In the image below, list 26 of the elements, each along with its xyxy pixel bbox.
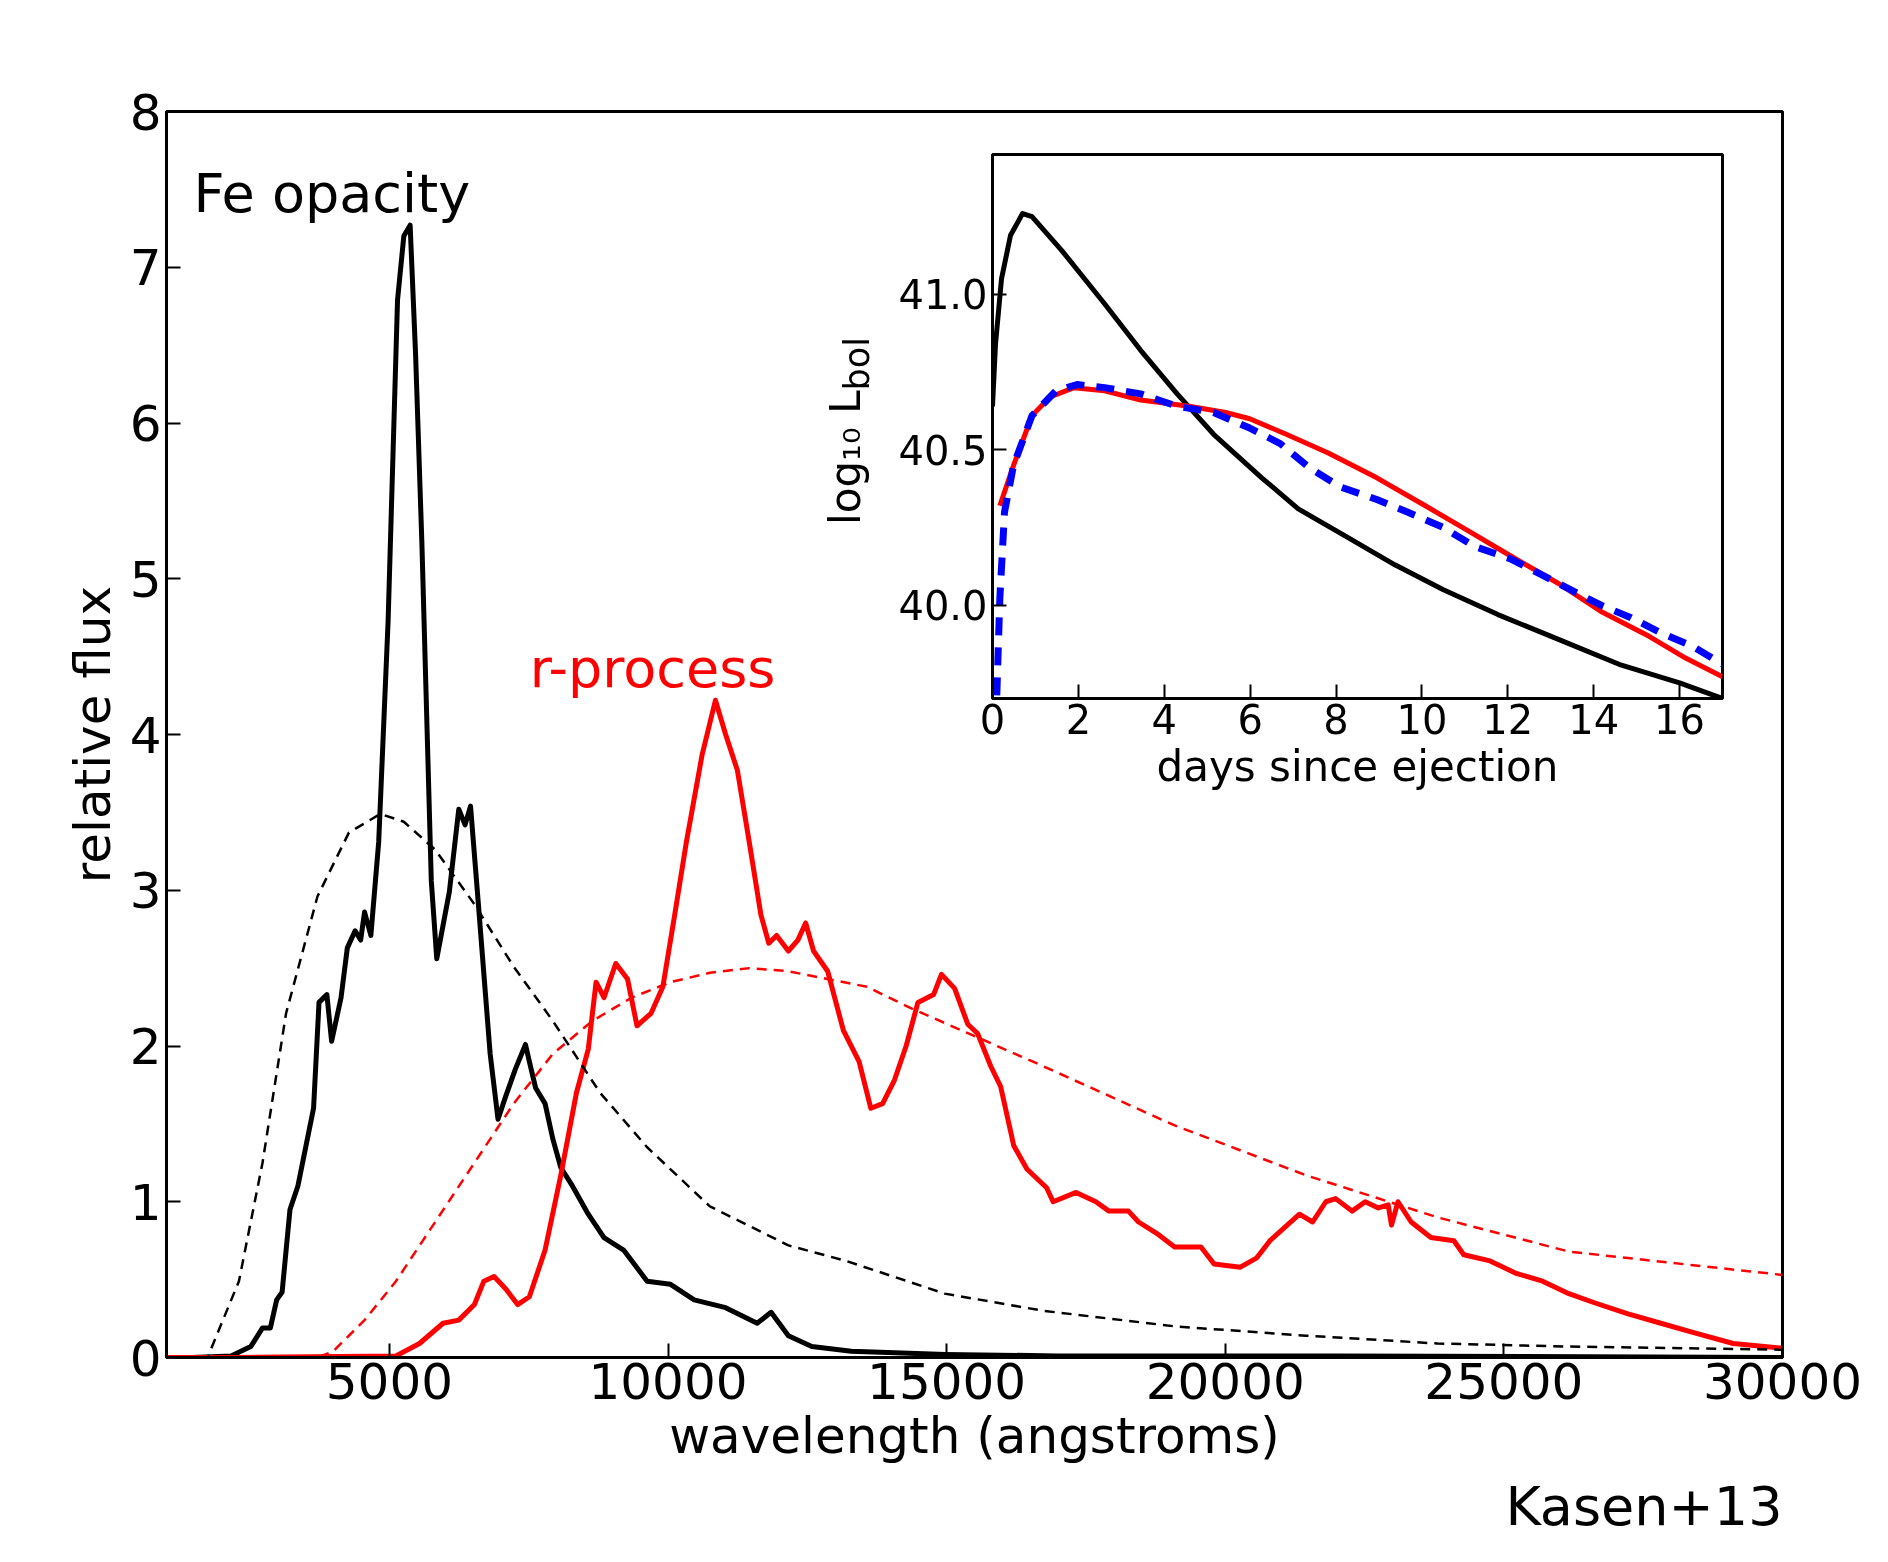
- x-tick-label: 30000: [1702, 1352, 1863, 1411]
- y-tick-label: 6: [129, 395, 162, 453]
- x-tick-label: 6: [1237, 696, 1263, 743]
- y-tick-label: 5: [129, 550, 162, 609]
- text: Kasen+13: [1505, 1474, 1783, 1538]
- y-tick-label: 40.0: [898, 583, 988, 630]
- series-label: r-process: [529, 637, 776, 701]
- x-tick-label: 8: [1323, 696, 1349, 743]
- y-tick-label: 40.5: [898, 427, 988, 474]
- y-tick-label: 8: [129, 83, 162, 142]
- x-tick-label: 12: [1482, 696, 1534, 743]
- y-axis-title: relative flux: [63, 585, 122, 884]
- series-label: Fe opacity: [193, 162, 471, 226]
- y-tick-label: 1: [129, 1173, 162, 1232]
- y-tick-label: 7: [129, 239, 162, 298]
- y-tick-label: 2: [129, 1018, 162, 1076]
- x-tick-label: 10: [1396, 696, 1448, 743]
- y-tick-label: 41.0: [898, 272, 988, 319]
- x-tick-label: 16: [1654, 696, 1706, 743]
- x-tick-label: 14: [1568, 696, 1620, 743]
- x-tick-label: 2: [1065, 696, 1092, 743]
- x-tick-label: 5000: [325, 1352, 454, 1411]
- x-axis-title: days since ejection: [1156, 741, 1559, 791]
- y-tick-label: 3: [129, 862, 162, 921]
- x-tick-label: 25000: [1424, 1352, 1584, 1411]
- x-tick-label: 4: [1151, 696, 1177, 743]
